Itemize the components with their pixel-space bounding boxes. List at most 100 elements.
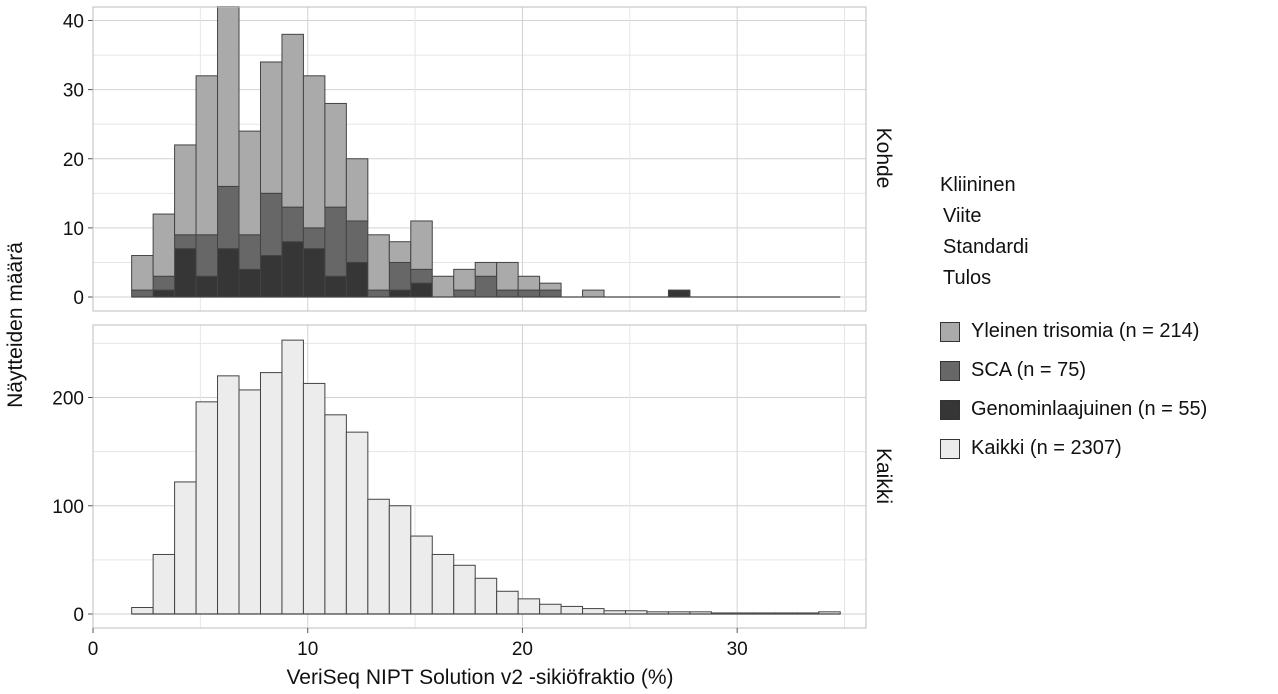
histogram-bar [496, 590, 519, 615]
histogram-bar [410, 282, 433, 298]
y-tick-label: 100 [52, 497, 84, 518]
legend-title-line: Standardi [943, 236, 1029, 258]
histogram-bar [496, 289, 519, 298]
legend-items: Yleinen trisomia (n = 214) SCA (n = 75) … [940, 312, 1275, 468]
histogram-bar [474, 275, 498, 298]
histogram-bar [281, 339, 304, 615]
histogram-bar [410, 220, 433, 270]
histogram-bar [281, 241, 304, 298]
y-tick-label: 10 [63, 219, 84, 240]
legend: Kliininen Viite Standardi Tulos Yleinen … [940, 170, 1275, 468]
histogram-bar [281, 33, 304, 208]
histogram-bar [195, 401, 219, 615]
histogram-bar [302, 382, 326, 615]
histogram-bar [302, 248, 326, 298]
series-yleinen [131, 6, 605, 298]
histogram-bar [174, 144, 197, 236]
histogram-bar [367, 498, 390, 615]
histogram-bar [453, 564, 476, 615]
panel-kohde: 0 10 20 30 40 [63, 6, 867, 312]
histogram-bar [259, 61, 283, 194]
histogram-bar [324, 102, 347, 208]
histogram-bar [131, 607, 154, 615]
series-sca [131, 185, 562, 298]
histogram-bar [517, 275, 541, 291]
histogram-bar [174, 248, 197, 298]
histogram-bar [539, 282, 562, 291]
histogram-bar [367, 234, 390, 291]
histogram-bar [259, 372, 283, 615]
histogram-bar [302, 227, 326, 250]
histogram-bar [259, 255, 283, 298]
histogram-bar [539, 289, 562, 298]
histogram-bar [667, 289, 691, 298]
facet-strip-kohde: Kohde [872, 128, 895, 189]
histogram-bar [324, 206, 347, 277]
y-tick-label: 0 [73, 605, 84, 626]
histogram-bar [431, 275, 455, 298]
histogram-bar [474, 261, 498, 277]
histogram-bar [388, 261, 412, 291]
legend-title-line: Kliininen [940, 174, 1016, 196]
histogram-bar [453, 289, 476, 298]
panel-border [92, 324, 867, 629]
legend-swatch [940, 438, 960, 459]
histogram-bar [238, 130, 261, 236]
histogram-bar [217, 248, 240, 298]
histogram-bar [388, 289, 412, 298]
legend-title-line: Viite [943, 205, 982, 227]
histogram-bar [195, 275, 219, 298]
histogram-bar [152, 275, 176, 291]
y-tick-label: 0 [73, 288, 84, 309]
y-tick-label: 200 [52, 389, 84, 410]
histogram-bar [259, 192, 283, 257]
histogram-bar [560, 605, 584, 615]
legend-item-label: Kaikki (n = 2307) [971, 437, 1122, 459]
histogram-bar [474, 577, 498, 615]
y-tick-label: 20 [63, 150, 84, 171]
histogram-bar [131, 289, 154, 298]
histogram-bar [410, 535, 433, 615]
legend-item-kaikki: Kaikki (n = 2307) [940, 429, 1275, 468]
x-axis: 0 10 20 30 [88, 628, 748, 660]
legend-swatch [940, 399, 960, 420]
x-tick-label: 30 [727, 639, 748, 660]
panel-border [92, 6, 867, 312]
histogram-bar [367, 289, 390, 298]
histogram-bar [388, 241, 412, 263]
legend-item-genominlaajuinen: Genominlaajuinen (n = 55) [940, 390, 1275, 429]
legend-item-label: SCA (n = 75) [971, 359, 1087, 381]
histogram-bar [152, 553, 176, 615]
histogram-bar [517, 289, 541, 298]
histogram-bar [152, 289, 176, 298]
histogram-bar [517, 598, 541, 615]
histogram-bar [539, 603, 562, 615]
legend-item-sca: SCA (n = 75) [940, 351, 1275, 390]
legend-title: Kliininen Viite Standardi Tulos [940, 170, 1275, 294]
histogram-bar [195, 75, 219, 236]
histogram-bar [453, 268, 476, 291]
histogram-bar [388, 505, 412, 615]
histogram-bar [217, 6, 240, 187]
x-axis-title: VeriSeq NIPT Solution v2 -sikiöfraktio (… [286, 666, 673, 689]
histogram-bar [582, 289, 605, 298]
histogram-bar [238, 234, 261, 270]
histogram-bar [302, 75, 326, 229]
legend-title-line: Tulos [943, 267, 992, 289]
histogram-bar [582, 608, 605, 615]
histogram-bar [431, 553, 455, 615]
histogram-bar [345, 431, 369, 615]
legend-item-label: Yleinen trisomia (n = 214) [971, 320, 1200, 342]
histogram-bar [131, 255, 154, 291]
histogram-bar [238, 268, 261, 298]
histogram-bar [152, 213, 176, 277]
legend-swatch [940, 360, 960, 381]
histogram-bar [238, 389, 261, 615]
facet-strip-kaikki: Kaikki [872, 448, 895, 504]
histogram-bar [345, 220, 369, 263]
legend-swatch [940, 321, 960, 342]
histogram-bar [174, 481, 197, 615]
histogram-bar [496, 261, 519, 291]
histogram-bar [410, 268, 433, 284]
